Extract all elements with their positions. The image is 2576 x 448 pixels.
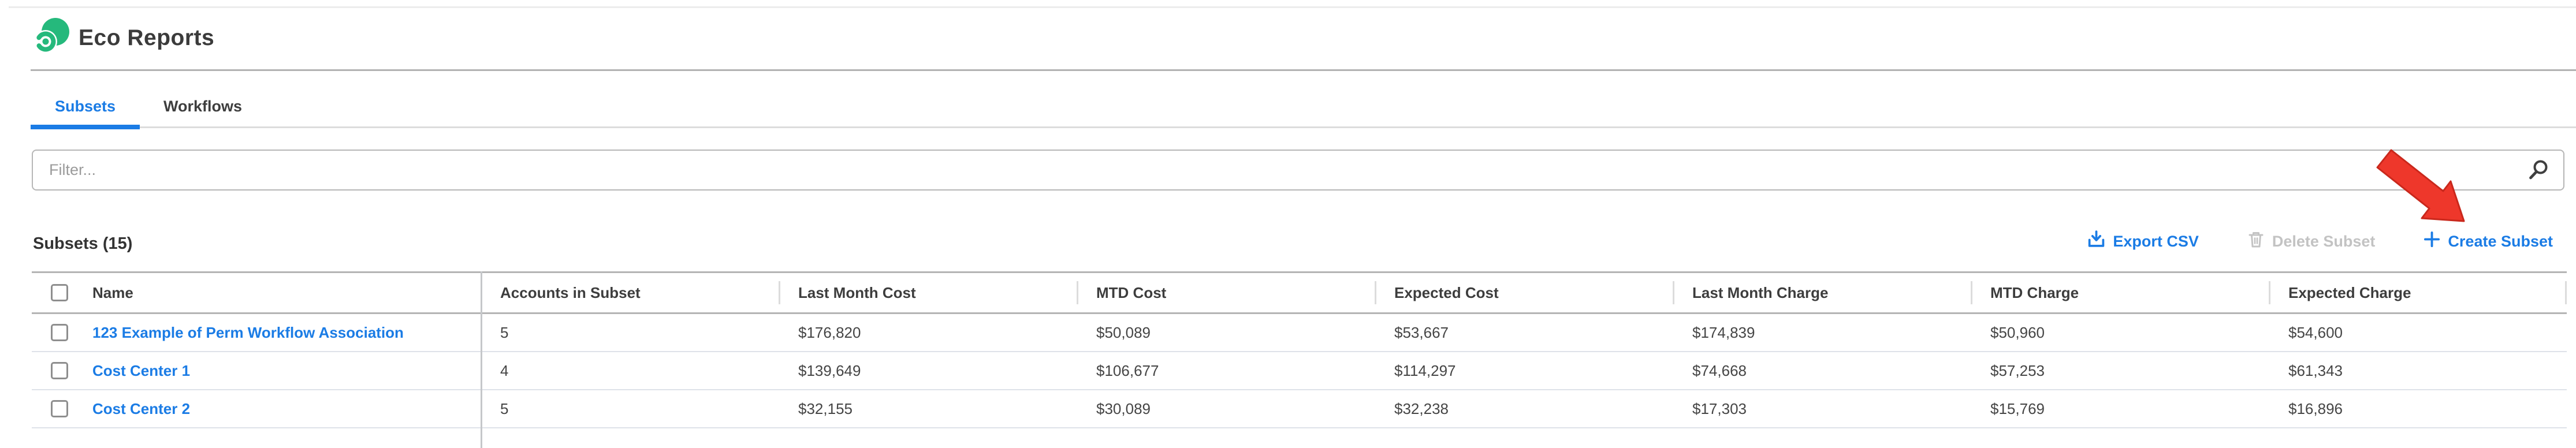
select-all-checkbox[interactable]	[51, 284, 68, 301]
search-icon	[2527, 159, 2549, 181]
expected-charge-cell: $61,343	[2288, 361, 2343, 379]
app-logo-icon	[32, 18, 69, 56]
name-column-divider	[481, 271, 482, 448]
row-name-cell: Cost Center 2	[32, 390, 481, 427]
subset-name-link[interactable]: Cost Center 2	[92, 400, 191, 417]
expected-charge-cell: $54,600	[2288, 323, 2343, 341]
mtd-cost-cell: $50,089	[1096, 323, 1151, 341]
create-subset-label: Create Subset	[2448, 232, 2553, 250]
plus-icon	[2424, 231, 2440, 252]
header-cell-last-month-charge: Last Month Charge	[1673, 273, 1971, 312]
header-cell-expected-charge: Expected Charge	[2269, 273, 2567, 312]
mtd-charge-cell: $57,253	[1990, 361, 2045, 379]
header-cell-accounts: Accounts in Subset	[500, 283, 641, 301]
create-subset-button[interactable]: Create Subset	[2424, 231, 2553, 252]
subset-name-link[interactable]: Cost Center 1	[92, 361, 191, 379]
table-row: Cost Center 1 4 $139,649 $106,677 $114,2…	[32, 352, 2567, 390]
export-csv-button[interactable]: Export CSV	[2087, 230, 2199, 252]
delete-subset-label: Delete Subset	[2272, 232, 2376, 250]
filter-input[interactable]	[32, 150, 2564, 191]
accounts-cell: 5	[500, 323, 509, 341]
delete-subset-button[interactable]: Delete Subset	[2247, 230, 2376, 252]
active-tab-underline	[31, 125, 140, 129]
expected-cost-cell: $53,667	[1394, 323, 1449, 341]
expected-cost-cell: $114,297	[1394, 361, 1456, 379]
tab-bar: Subsets Workflows	[31, 88, 266, 125]
mtd-cost-cell: $30,089	[1096, 400, 1151, 417]
table-header-row: Name Accounts in Subset Last Month Cost …	[32, 273, 2567, 314]
subset-name-link[interactable]: 123 Example of Perm Workflow Association	[92, 323, 404, 341]
tab-subsets[interactable]: Subsets	[54, 97, 116, 115]
header-cell-mtd-charge: MTD Charge	[1971, 273, 2269, 312]
row-name-cell: Cost Center 1	[32, 352, 481, 389]
trash-icon	[2247, 230, 2265, 252]
last-month-cost-cell: $139,649	[798, 361, 861, 379]
expected-charge-cell: $16,896	[2288, 400, 2343, 417]
mtd-charge-cell: $50,960	[1990, 323, 2045, 341]
page-title: Eco Reports	[79, 25, 215, 50]
last-month-charge-cell: $17,303	[1692, 400, 1747, 417]
accounts-cell: 4	[500, 361, 509, 379]
tabbar-bottom-line	[31, 126, 2576, 128]
mtd-charge-cell: $15,769	[1990, 400, 2045, 417]
top-border	[9, 6, 2576, 8]
row-name-cell: 123 Example of Perm Workflow Association	[32, 314, 481, 351]
header-divider	[31, 69, 2576, 71]
table-row: 123 Example of Perm Workflow Association…	[32, 314, 2567, 352]
action-buttons: Export CSV Delete Subset Create Subset	[2087, 230, 2553, 252]
subsets-table: Name Accounts in Subset Last Month Cost …	[32, 271, 2567, 428]
row-checkbox[interactable]	[51, 400, 68, 417]
table-row: Cost Center 2 5 $32,155 $30,089 $32,238 …	[32, 390, 2567, 428]
section-heading: Subsets (15)	[33, 234, 133, 253]
download-icon	[2087, 230, 2105, 252]
column-header-label: Name	[92, 283, 133, 301]
export-csv-label: Export CSV	[2113, 232, 2199, 250]
header-cell-name: Name	[32, 273, 481, 312]
row-checkbox[interactable]	[51, 324, 68, 341]
last-month-charge-cell: $174,839	[1692, 323, 1755, 341]
last-month-cost-cell: $176,820	[798, 323, 861, 341]
row-checkbox[interactable]	[51, 362, 68, 379]
mtd-cost-cell: $106,677	[1096, 361, 1159, 379]
tab-workflows[interactable]: Workflows	[163, 97, 242, 115]
expected-cost-cell: $32,238	[1394, 400, 1449, 417]
last-month-charge-cell: $74,668	[1692, 361, 1747, 379]
header-cell-mtd-cost: MTD Cost	[1077, 273, 1375, 312]
header-cell-last-month-cost: Last Month Cost	[779, 273, 1077, 312]
accounts-cell: 5	[500, 400, 509, 417]
last-month-cost-cell: $32,155	[798, 400, 853, 417]
filter-bar	[32, 150, 2564, 191]
header-cell-expected-cost: Expected Cost	[1375, 273, 1673, 312]
